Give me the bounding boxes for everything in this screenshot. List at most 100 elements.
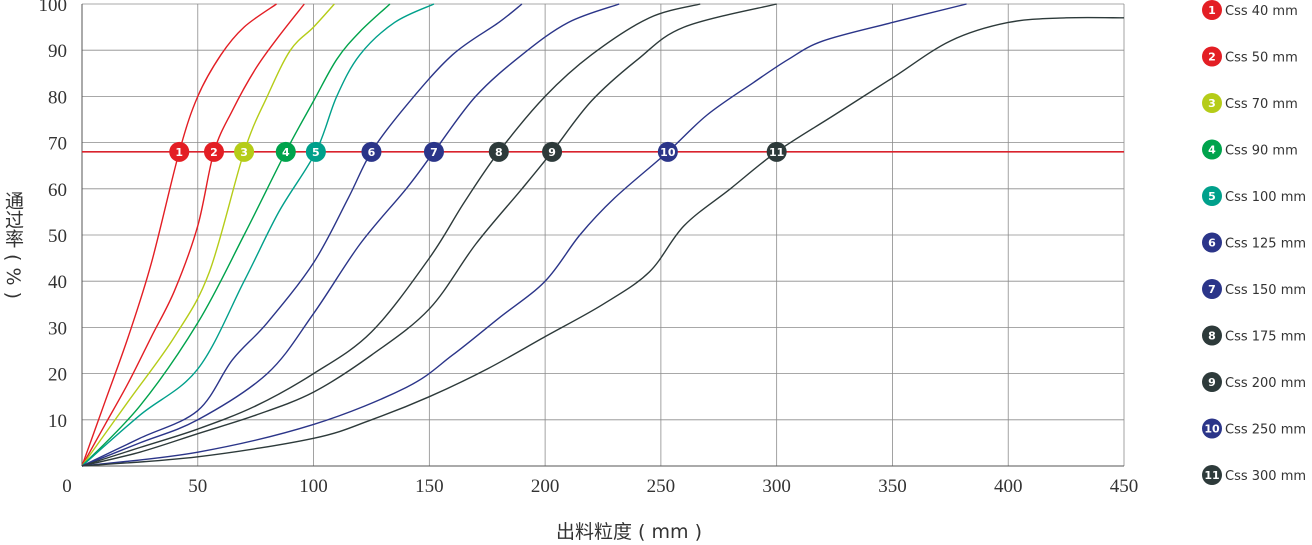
y-tick-label: 100 [39,0,68,16]
legend-marker-number: 2 [1208,51,1216,64]
marker-circle [275,141,296,162]
series-line-4 [81,3,391,467]
marker-label: 11 [769,146,784,159]
legend-label: Css 90 mm [1225,144,1298,159]
legend-marker-number: 9 [1208,376,1216,389]
marker-label: 4 [282,146,290,159]
marker-label: 2 [210,146,218,159]
y-tick-label: 50 [48,226,67,247]
series-line-6 [81,3,523,467]
marker-circle [169,141,190,162]
legend-label: Css 70 mm [1225,97,1298,112]
marker-circle [423,141,444,162]
legend-marker [1202,46,1222,67]
legend-label: Css 175 mm [1225,330,1306,345]
marker-label: 5 [312,146,320,159]
legend-marker-number: 4 [1208,144,1216,157]
y-axis-label: 通过率 ( % ) [2,191,24,299]
series-marker-1: 1 [169,141,190,162]
y-tick-label: 90 [48,41,67,62]
legend-item-4: 4 Css 90 mm [1202,139,1298,160]
legend-marker [1202,93,1222,113]
series-line-1 [81,3,277,467]
legend: 1 Css 40 mm 2 Css 50 mm 3 Css 70 mm 4 Css 90 mm… [1202,0,1306,485]
legend-marker [1202,232,1222,253]
marker-label: 7 [430,146,438,159]
series-line-7 [81,3,620,467]
y-tick-label: 20 [48,365,67,386]
series-lines [81,3,1125,467]
legend-label: Css 150 mm [1225,283,1306,298]
x-tick-label: 450 [1110,476,1139,497]
y-axis-ticks: 10 20 30 40 50 60 70 80 90 100 [39,0,68,432]
series-marker-5: 5 [305,141,326,162]
legend-item-8: 8 Css 175 mm [1202,325,1306,346]
marker-circle [305,141,326,162]
marker-label: 10 [660,146,676,159]
legend-item-5: 5 Css 100 mm [1202,186,1306,206]
series-marker-3: 3 [234,141,255,162]
legend-label: Css 40 mm [1225,4,1298,19]
legend-marker [1202,139,1222,160]
legend-marker [1202,279,1222,299]
series-line-9 [81,3,777,467]
marker-circle [234,141,255,162]
x-axis-ticks: 0 50 100 150 200 250 300 350 400 450 [62,476,1138,497]
y-tick-label: 60 [48,180,67,201]
legend-item-6: 6 Css 125 mm [1202,232,1306,253]
legend-marker [1202,186,1222,206]
series-line-3 [81,3,335,467]
x-tick-label: 200 [531,476,560,497]
marker-label: 3 [240,146,248,159]
legend-marker-number: 7 [1208,283,1216,296]
y-tick-label: 40 [48,272,67,293]
y-tick-label: 80 [48,87,67,108]
y-tick-label: 30 [48,318,67,339]
series-line-2 [81,3,305,467]
legend-marker [1202,0,1222,20]
legend-label: Css 125 mm [1225,237,1306,252]
marker-label: 6 [368,146,376,159]
legend-marker [1202,372,1222,392]
grid [82,3,1125,466]
marker-circle [542,141,563,162]
legend-marker [1202,465,1222,485]
legend-marker-number: 6 [1208,237,1216,250]
legend-item-7: 7 Css 150 mm [1202,279,1306,299]
series-marker-11: 11 [766,141,787,162]
series-marker-7: 7 [423,141,444,162]
legend-marker-number: 5 [1208,190,1216,203]
x-tick-label: 350 [878,476,907,497]
axes [81,4,1124,467]
series-marker-8: 8 [488,141,509,162]
legend-marker-number: 1 [1208,4,1216,17]
marker-label: 1 [175,146,183,159]
x-tick-label: 50 [188,476,207,497]
x-tick-label: 400 [994,476,1023,497]
legend-marker [1202,325,1222,346]
marker-circle [657,141,678,162]
series-marker-10: 10 [657,141,678,162]
x-tick-label: 300 [762,476,791,497]
legend-label: Css 300 mm [1225,469,1306,484]
legend-item-1: 1 Css 40 mm [1202,0,1298,20]
legend-label: Css 250 mm [1225,423,1306,438]
legend-label: Css 100 mm [1225,190,1306,205]
series-marker-6: 6 [361,141,382,162]
series-line-10 [81,3,967,467]
series-marker-2: 2 [203,141,224,162]
marker-circle [203,141,224,162]
series-line-5 [81,3,435,467]
legend-item-9: 9 Css 200 mm [1202,372,1306,392]
legend-marker-number: 10 [1204,423,1220,436]
y-tick-label: 10 [48,411,67,432]
legend-item-3: 3 Css 70 mm [1202,93,1298,113]
x-tick-label: 100 [299,476,328,497]
y-tick-label: 70 [48,134,67,155]
x-tick-label: 150 [415,476,444,497]
x-tick-label: 250 [647,476,676,497]
legend-label: Css 200 mm [1225,376,1306,391]
marker-circle [488,141,509,162]
series-line-11 [81,16,1125,467]
